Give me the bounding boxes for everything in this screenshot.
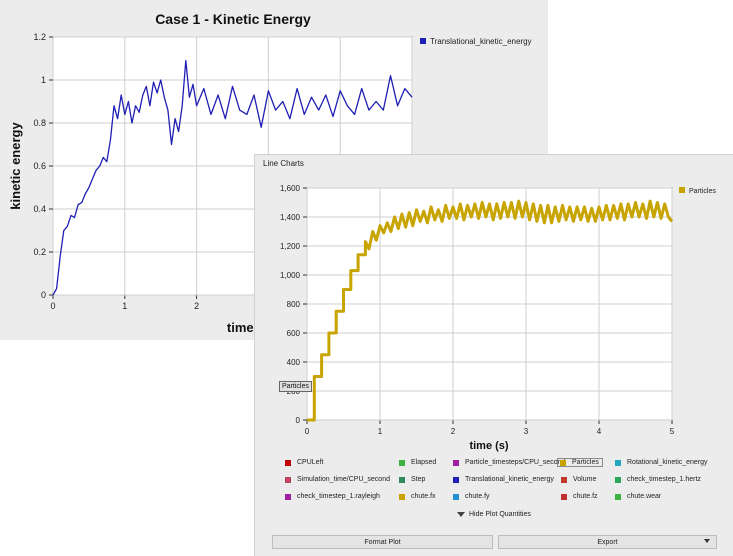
line-charts-panel: Line Charts 01234502004006008001,0001,20… [254, 154, 733, 556]
format-plot-label: Format Plot [364, 538, 401, 546]
quantity-step[interactable]: Step [399, 476, 425, 483]
chevron-down-icon [704, 539, 710, 543]
chart-title: Case 1 - Kinetic Energy [155, 11, 311, 27]
quantity-cpuleft[interactable]: CPULeft [285, 459, 323, 466]
x-tick-label: 2 [451, 427, 456, 436]
quantity-label: Step [411, 476, 426, 483]
quantity-chute-fy[interactable]: chute.fy [453, 493, 490, 500]
quantity-color-swatch [285, 476, 291, 483]
quantity-translational-kinetic-energy[interactable]: Translational_kinetic_energy [453, 476, 554, 483]
y-tick-label: 1,200 [280, 242, 301, 251]
quantity-label: check_timestep_1.hertz [627, 476, 701, 483]
series-line-particles [307, 199, 674, 422]
particles-chart: 01234502004006008001,0001,2001,4001,600t… [280, 184, 716, 452]
x-axis-label: time (s) [469, 440, 508, 452]
quantity-color-swatch [285, 459, 291, 466]
hover-tooltip: Particles [279, 381, 312, 392]
quantity-rotational-kinetic-energy[interactable]: Rotational_kinetic_energy [615, 459, 708, 466]
y-tick-label: 0.4 [33, 204, 46, 214]
x-tick-label: 3 [524, 427, 529, 436]
legend-entry: Translational_kinetic_energy [430, 37, 532, 46]
legend-entry: Particles [689, 188, 716, 195]
quantity-label: Particles [572, 459, 599, 466]
y-tick-label: 1 [41, 75, 46, 85]
quantity-label: Particle_timesteps/CPU_second [465, 459, 566, 466]
quantity-color-swatch [561, 476, 567, 483]
x-tick-label: 0 [305, 427, 310, 436]
quantity-particles[interactable]: Particles [557, 458, 603, 467]
quantity-color-swatch [453, 493, 459, 500]
quantity-color-swatch [561, 493, 567, 500]
x-tick-label: 1 [378, 427, 383, 436]
quantity-chute-fz[interactable]: chute.fz [561, 493, 598, 500]
quantity-color-swatch [453, 476, 459, 483]
quantity-volume[interactable]: Volume [561, 476, 596, 483]
y-tick-label: 1,400 [280, 213, 301, 222]
x-tick-label: 2 [194, 301, 199, 311]
panel-header: Line Charts [263, 159, 304, 168]
legend-swatch [679, 187, 685, 193]
y-tick-label: 0.2 [33, 247, 46, 257]
y-tick-label: 0.6 [33, 161, 46, 171]
quantity-label: CPULeft [297, 459, 324, 466]
x-tick-label: 5 [670, 427, 675, 436]
quantity-label: chute.fy [465, 493, 490, 500]
export-label: Export [597, 538, 618, 546]
quantity-color-swatch [285, 493, 291, 500]
quantity-color-swatch [399, 459, 405, 466]
quantity-elapsed[interactable]: Elapsed [399, 459, 436, 466]
quantity-color-swatch [615, 493, 621, 500]
hide-plot-quantities-toggle[interactable]: Hide Plot Quantities [457, 511, 531, 518]
y-tick-label: 800 [287, 300, 301, 309]
legend-swatch [420, 38, 426, 44]
y-tick-label: 0 [41, 290, 46, 300]
quantity-simulation-time-cpu-second[interactable]: Simulation_time/CPU_second [285, 476, 390, 483]
quantity-check-timestep-1-rayleigh[interactable]: check_timestep_1.rayleigh [285, 493, 380, 500]
hide-plot-quantities-label: Hide Plot Quantities [469, 511, 531, 518]
y-tick-label: 1.2 [33, 32, 46, 42]
y-tick-label: 1,000 [280, 271, 301, 280]
y-tick-label: 0 [296, 416, 301, 425]
quantity-chute-wear[interactable]: chute.wear [615, 493, 661, 500]
y-tick-label: 400 [287, 358, 301, 367]
series-line-translational-kinetic-energy [52, 59, 413, 296]
quantity-color-swatch [615, 476, 621, 483]
quantity-label: Volume [573, 476, 597, 483]
quantity-particle-timesteps-cpu-second[interactable]: Particle_timesteps/CPU_second [453, 459, 565, 466]
y-tick-label: 0.8 [33, 118, 46, 128]
x-tick-label: 4 [597, 427, 602, 436]
quantity-color-swatch [399, 493, 405, 500]
quantity-label: chute.wear [627, 493, 662, 500]
quantity-label: Elapsed [411, 459, 437, 466]
quantity-color-swatch [453, 459, 459, 466]
format-plot-button[interactable]: Format Plot [272, 535, 493, 549]
quantity-label: Translational_kinetic_energy [465, 476, 554, 483]
quantity-label: Simulation_time/CPU_second [297, 476, 390, 483]
quantity-label: chute.fz [573, 493, 598, 500]
y-axis-label: kinetic energy [8, 122, 23, 210]
quantity-color-swatch [399, 476, 405, 483]
quantity-chute-fx[interactable]: chute.fx [399, 493, 436, 500]
quantity-label: chute.fx [411, 493, 436, 500]
x-tick-label: 0 [50, 301, 55, 311]
export-dropdown[interactable]: Export [498, 535, 717, 549]
quantity-color-swatch [615, 459, 621, 466]
y-tick-label: 600 [287, 329, 301, 338]
quantity-label: check_timestep_1.rayleigh [297, 493, 380, 500]
collapse-triangle-icon [457, 512, 465, 517]
x-tick-label: 1 [122, 301, 127, 311]
quantity-label: Rotational_kinetic_energy [627, 459, 708, 466]
quantity-color-swatch [560, 459, 566, 466]
y-tick-label: 1,600 [280, 184, 301, 193]
quantity-check-timestep-1-hertz[interactable]: check_timestep_1.hertz [615, 476, 701, 483]
